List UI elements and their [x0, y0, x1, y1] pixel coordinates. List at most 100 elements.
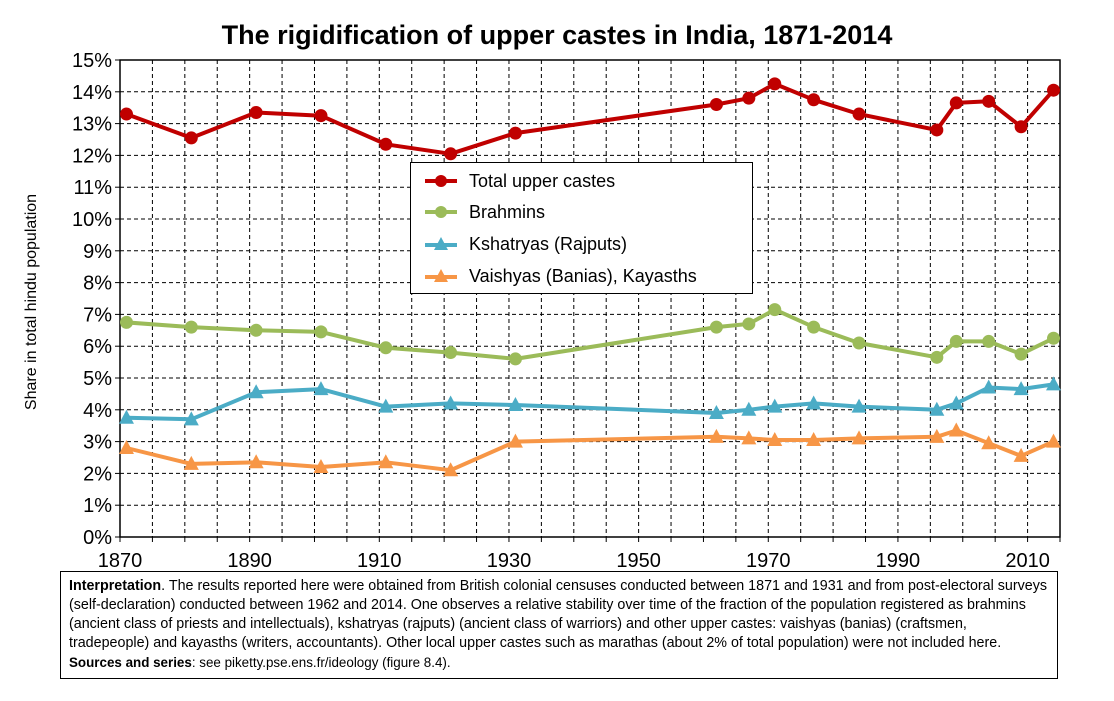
data-point	[948, 422, 964, 437]
data-point	[119, 315, 133, 329]
data-point	[929, 401, 945, 416]
y-tick-label: 10%	[72, 209, 112, 231]
legend-item-vaishyas: Vaishyas (Banias), Kayasths	[423, 264, 697, 288]
data-point	[314, 325, 328, 339]
data-point	[742, 91, 756, 105]
x-tick-label: 1910	[357, 550, 402, 572]
data-point	[249, 323, 263, 337]
data-point	[929, 428, 945, 443]
y-tick-label: 12%	[72, 145, 112, 167]
sources-text: : see piketty.pse.ens.fr/ideology (figur…	[191, 655, 451, 670]
data-point	[851, 398, 867, 413]
data-point	[1014, 120, 1028, 134]
data-point	[314, 109, 328, 123]
data-point	[248, 384, 264, 399]
y-tick-label: 5%	[83, 368, 112, 390]
series-line	[126, 382, 1054, 422]
data-point	[852, 336, 866, 350]
data-point	[444, 147, 458, 161]
y-tick-label: 7%	[83, 304, 112, 326]
data-point	[508, 126, 522, 140]
data-point	[183, 455, 199, 470]
legend-label-total: Total upper castes	[469, 170, 616, 191]
legend-label-brahmins: Brahmins	[469, 201, 546, 222]
data-point	[807, 320, 821, 334]
legend-label-vaishyas: Vaishyas (Banias), Kayasths	[469, 265, 697, 286]
data-point	[949, 334, 963, 348]
note-label: Interpretation	[69, 578, 162, 594]
y-tick-label: 4%	[83, 400, 112, 422]
x-tick-label: 1930	[487, 550, 532, 572]
data-point	[313, 459, 329, 474]
data-point	[708, 428, 724, 443]
data-point	[1013, 381, 1029, 396]
y-tick-label: 11%	[73, 177, 112, 199]
legend-item-total: Total upper castes	[423, 169, 615, 193]
data-point	[742, 317, 756, 331]
data-point	[1013, 447, 1029, 462]
x-tick-label: 1890	[227, 550, 272, 572]
x-tick-label: 1970	[746, 550, 791, 572]
legend-item-brahmins: Brahmins	[423, 200, 545, 224]
data-point	[1047, 83, 1061, 97]
data-point	[184, 131, 198, 145]
x-tick-label: 1870	[98, 550, 143, 572]
y-tick-label: 15%	[72, 50, 112, 72]
data-point	[184, 320, 198, 334]
data-point	[852, 107, 866, 121]
x-tick-label: 1990	[876, 550, 921, 572]
data-point	[741, 430, 757, 445]
data-point	[949, 96, 963, 110]
data-point	[443, 395, 459, 410]
chart-title: The rigidification of upper castes in In…	[221, 20, 893, 50]
y-tick-label: 14%	[72, 82, 112, 104]
data-point	[508, 352, 522, 366]
sources-label: Sources and series	[69, 655, 192, 670]
series-line	[126, 428, 1055, 473]
data-point	[982, 94, 996, 108]
data-point	[930, 350, 944, 364]
x-tick-label: 1950	[616, 550, 661, 572]
y-tick-label: 0%	[83, 527, 112, 549]
axes: 0% 1% 2% 3% 4% 5% 6% 7% 8% 9% 10% 11% 12% 13% 14% 15% 18…	[72, 50, 1061, 572]
data-point	[248, 454, 264, 469]
plot-frame	[119, 59, 1061, 538]
data-point	[768, 77, 782, 91]
data-point	[249, 105, 263, 119]
legend-label-kshatryas: Kshatryas (Rajputs)	[469, 233, 628, 254]
data-point	[379, 341, 393, 355]
y-tick-label: 9%	[83, 241, 112, 263]
data-point	[806, 432, 822, 447]
data-point	[708, 404, 724, 419]
series-line	[125, 81, 1055, 156]
data-point	[444, 346, 458, 360]
data-point	[768, 303, 782, 317]
y-tick-label: 6%	[83, 336, 112, 358]
y-tick-label: 1%	[83, 495, 112, 517]
data-point	[1046, 433, 1062, 448]
y-tick-label: 2%	[83, 463, 112, 485]
legend-swatch-kshatryas	[425, 237, 457, 250]
data-point	[378, 398, 394, 413]
data-point	[851, 430, 867, 445]
data-point	[767, 398, 783, 413]
legend-item-kshatryas: Kshatryas (Rajputs)	[423, 232, 627, 256]
data-point	[443, 462, 459, 477]
legend-swatch-total	[425, 175, 457, 187]
data-point	[183, 411, 199, 426]
data-point	[378, 454, 394, 469]
data-point	[379, 137, 393, 151]
x-tick-label: 2010	[1005, 550, 1050, 572]
data-point	[709, 98, 723, 112]
data-point	[741, 401, 757, 416]
data-point	[948, 395, 964, 410]
legend-swatch-vaishyas	[425, 269, 457, 282]
data-point	[1014, 347, 1028, 361]
data-point	[1046, 376, 1062, 391]
data-point	[981, 379, 997, 394]
series-1	[119, 303, 1061, 366]
data-point	[709, 320, 723, 334]
note-text: . The results reported here were obtaine…	[69, 578, 1048, 651]
series-line	[126, 307, 1055, 361]
